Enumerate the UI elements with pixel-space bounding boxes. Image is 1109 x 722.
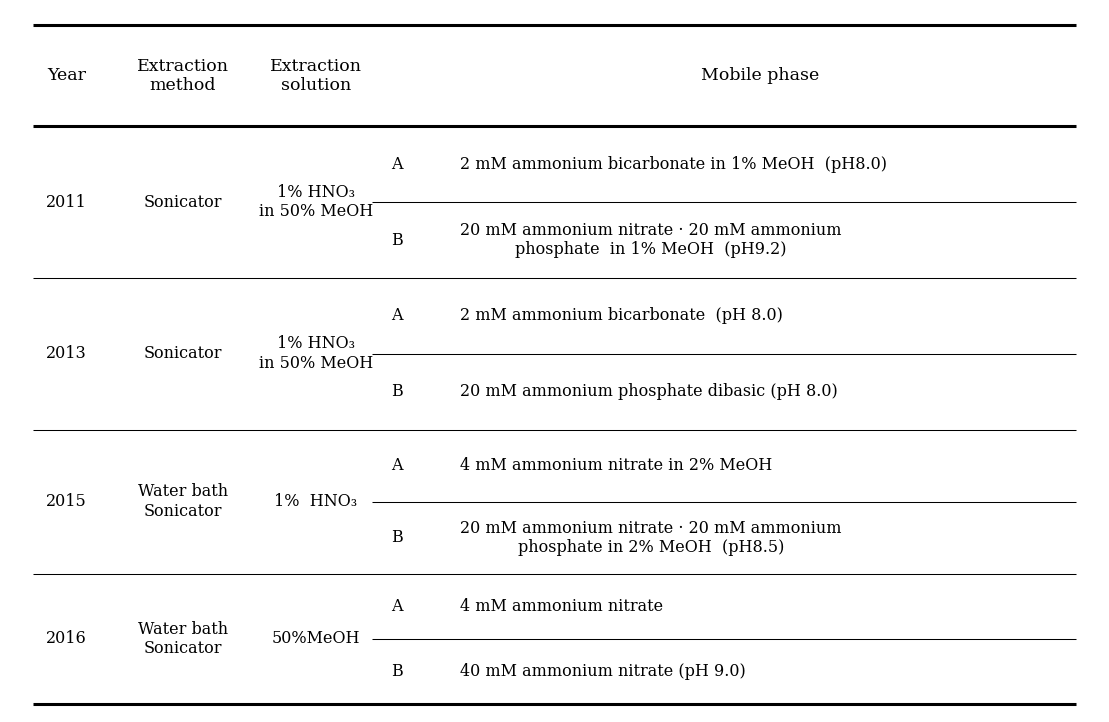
Text: Water bath
Sonicator: Water bath Sonicator bbox=[138, 484, 228, 520]
Text: B: B bbox=[391, 529, 403, 547]
Text: A: A bbox=[391, 308, 403, 324]
Text: 1% HNO₃
in 50% MeOH: 1% HNO₃ in 50% MeOH bbox=[258, 336, 374, 372]
Text: B: B bbox=[391, 663, 403, 680]
Text: 2 mM ammonium bicarbonate  (pH 8.0): 2 mM ammonium bicarbonate (pH 8.0) bbox=[460, 308, 783, 324]
Text: 20 mM ammonium phosphate dibasic (pH 8.0): 20 mM ammonium phosphate dibasic (pH 8.0… bbox=[460, 383, 838, 400]
Text: Sonicator: Sonicator bbox=[144, 345, 222, 362]
Text: 1%  HNO₃: 1% HNO₃ bbox=[274, 493, 358, 510]
Text: A: A bbox=[391, 598, 403, 615]
Text: B: B bbox=[391, 383, 403, 400]
Text: Water bath
Sonicator: Water bath Sonicator bbox=[138, 621, 228, 657]
Text: 4 mM ammonium nitrate in 2% MeOH: 4 mM ammonium nitrate in 2% MeOH bbox=[460, 457, 773, 474]
Text: Extraction
solution: Extraction solution bbox=[271, 58, 362, 94]
Text: 2011: 2011 bbox=[47, 193, 87, 211]
Text: 2016: 2016 bbox=[47, 630, 87, 648]
Text: 2015: 2015 bbox=[47, 493, 87, 510]
Text: Extraction
method: Extraction method bbox=[138, 58, 228, 94]
Text: 2013: 2013 bbox=[47, 345, 87, 362]
Text: A: A bbox=[391, 156, 403, 173]
Text: 50%MeOH: 50%MeOH bbox=[272, 630, 360, 648]
Text: A: A bbox=[391, 457, 403, 474]
Text: 1% HNO₃
in 50% MeOH: 1% HNO₃ in 50% MeOH bbox=[258, 184, 374, 220]
Text: Mobile phase: Mobile phase bbox=[701, 67, 818, 84]
Text: 20 mM ammonium nitrate · 20 mM ammonium
phosphate  in 1% MeOH  (pH9.2): 20 mM ammonium nitrate · 20 mM ammonium … bbox=[460, 222, 842, 258]
Text: Year: Year bbox=[47, 67, 87, 84]
Text: 20 mM ammonium nitrate · 20 mM ammonium
phosphate in 2% MeOH  (pH8.5): 20 mM ammonium nitrate · 20 mM ammonium … bbox=[460, 520, 842, 556]
Text: 2 mM ammonium bicarbonate in 1% MeOH  (pH8.0): 2 mM ammonium bicarbonate in 1% MeOH (pH… bbox=[460, 156, 887, 173]
Text: B: B bbox=[391, 232, 403, 248]
Text: 4 mM ammonium nitrate: 4 mM ammonium nitrate bbox=[460, 598, 663, 615]
Text: 40 mM ammonium nitrate (pH 9.0): 40 mM ammonium nitrate (pH 9.0) bbox=[460, 663, 746, 680]
Text: Sonicator: Sonicator bbox=[144, 193, 222, 211]
